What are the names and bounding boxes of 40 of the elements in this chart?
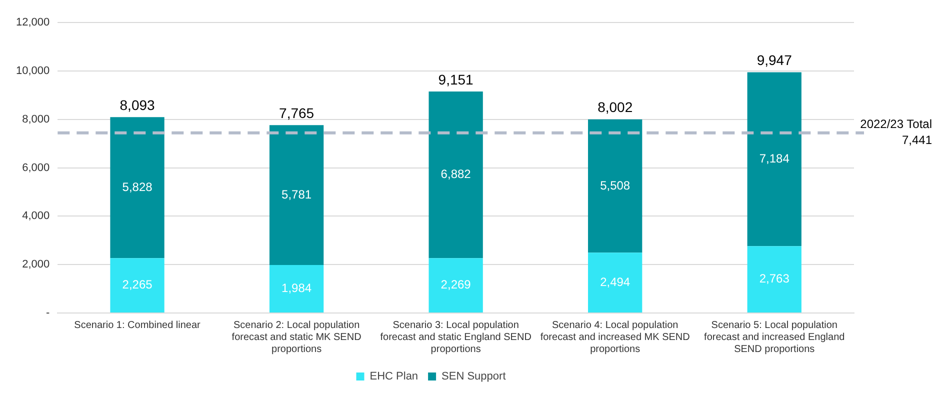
- bar: [747, 246, 802, 312]
- bar: [428, 92, 483, 258]
- x-tick-label: Scenario 4: Local population forecast and increased MK SEND proportions: [540, 320, 690, 355]
- y-tick-label: 6,000: [22, 162, 50, 174]
- data-label: 6,882: [440, 167, 472, 182]
- bar: [588, 119, 642, 253]
- data-label: 1,984: [282, 281, 312, 296]
- x-tick-label: Scenario 5: Local population forecast and increased England SEND proportions: [704, 320, 845, 355]
- bar: [110, 117, 164, 258]
- data-label: 5,508: [600, 178, 630, 192]
- bar: [747, 72, 802, 246]
- total-label: 8,002: [598, 99, 633, 116]
- x-tick-label: Scenario 2: Local population forecast and static MK SEND proportions: [232, 320, 362, 355]
- y-tick-label: 8,000: [22, 113, 50, 126]
- bar: [269, 264, 324, 312]
- bar: [269, 125, 324, 265]
- ref-line-label: 2022/23 Total 7,441: [860, 117, 932, 148]
- data-label: 5,828: [122, 180, 153, 194]
- total-label: 9,947: [756, 52, 792, 68]
- bar: [110, 258, 164, 312]
- y-tick-label: 4,000: [22, 210, 50, 222]
- legend-label: SEN Support: [442, 370, 506, 383]
- y-tick-label: -: [46, 307, 50, 320]
- y-tick-label: 12,000: [16, 16, 50, 29]
- data-label: 7,184: [759, 152, 790, 166]
- bar: [588, 252, 642, 312]
- y-tick-label: 10,000: [16, 65, 50, 78]
- total-label: 9,151: [438, 71, 474, 88]
- total-label: 7,765: [279, 104, 314, 121]
- bar: [428, 258, 483, 312]
- total-label: 8,093: [120, 97, 156, 114]
- y-tick-label: 2,000: [22, 258, 50, 271]
- data-label: 2,494: [600, 274, 630, 289]
- x-tick-label: Scenario 1: Combined linear: [74, 320, 202, 331]
- data-label: 2,269: [440, 278, 472, 292]
- data-label: 2,265: [122, 278, 153, 292]
- legend-label: EHC Plan: [370, 370, 418, 383]
- data-label: 2,763: [759, 272, 790, 286]
- data-label: 5,781: [282, 187, 312, 202]
- x-tick-label: Scenario 3: Local population forecast and static England SEND proportions: [380, 320, 532, 355]
